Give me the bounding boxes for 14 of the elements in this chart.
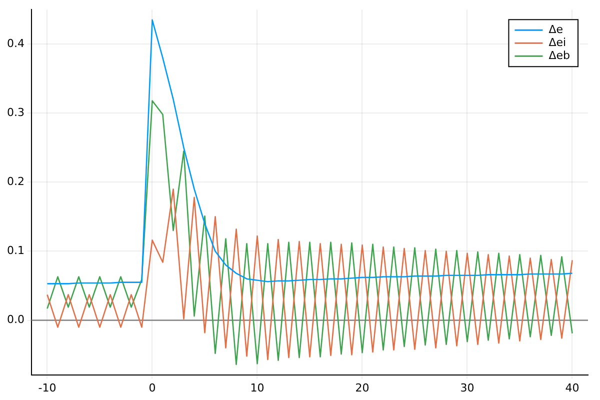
y-tick-label: 0.1 [6, 244, 24, 258]
y-tick-label: 0.3 [6, 106, 24, 120]
x-tick-label: 20 [355, 381, 370, 394]
x-tick-label: -10 [38, 381, 56, 394]
legend-label: Δei [548, 36, 566, 49]
x-tick-label: 40 [565, 381, 580, 394]
x-tick-label: 30 [460, 381, 474, 394]
x-tick-label: 0 [148, 381, 156, 394]
legend-label: Δe [548, 22, 564, 36]
y-tick-label: 0.0 [6, 313, 24, 326]
x-tick-label: 10 [250, 381, 264, 394]
legend-label: Δeb [548, 48, 570, 62]
y-tick-label: 0.4 [6, 36, 24, 50]
y-tick-label: 0.2 [6, 175, 24, 188]
